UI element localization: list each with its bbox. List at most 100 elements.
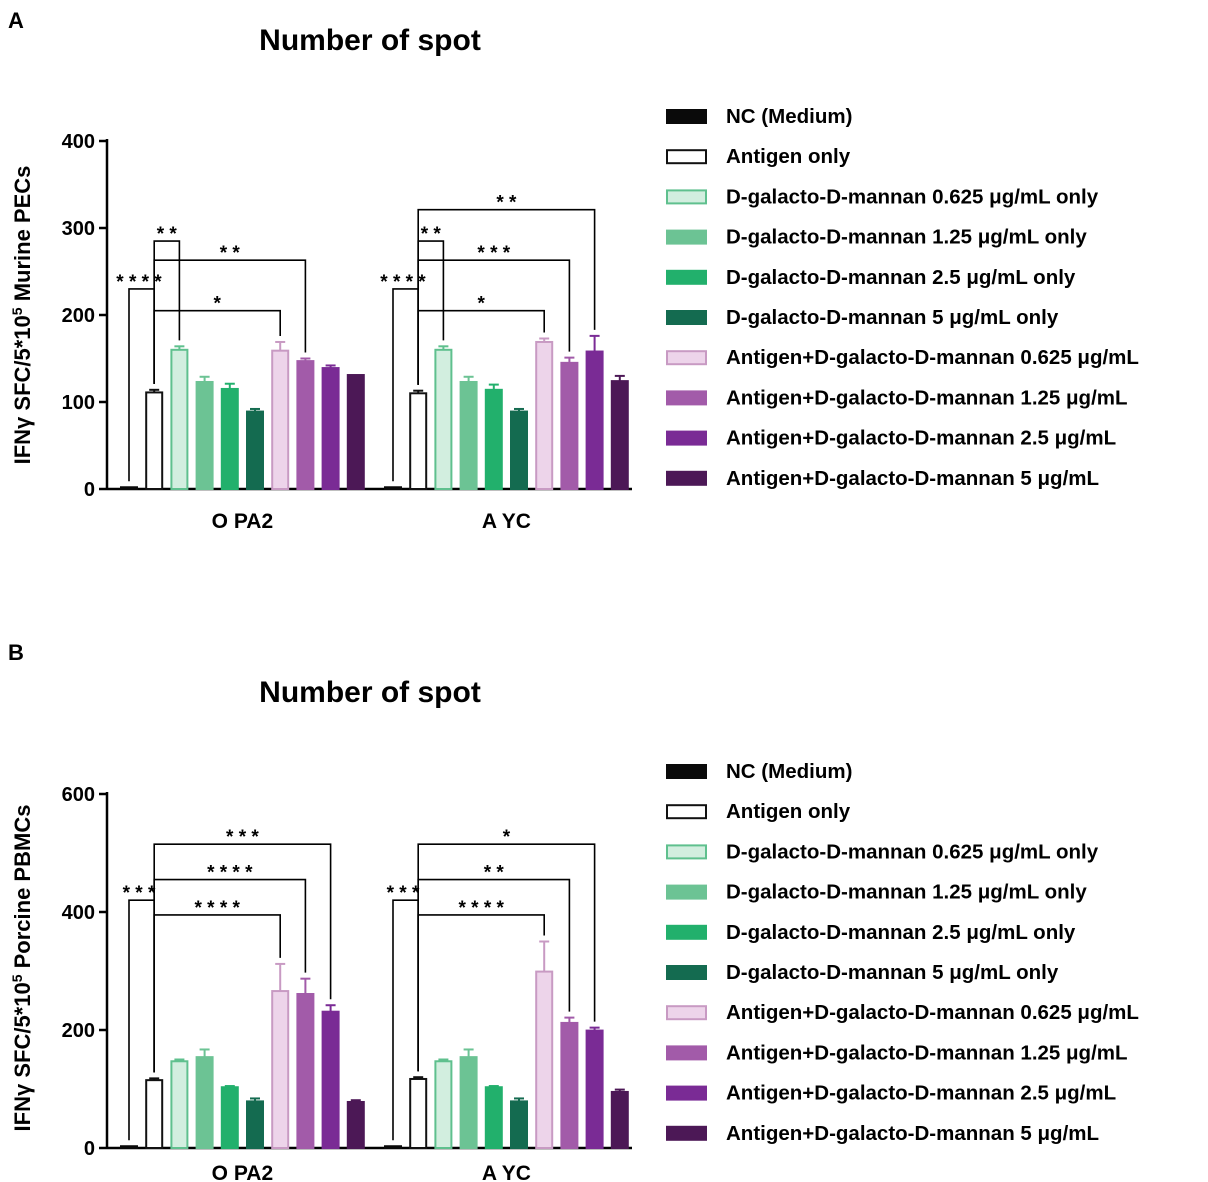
x-category-label: A YC <box>482 1162 531 1182</box>
legend-swatch <box>666 924 707 940</box>
bar <box>170 1060 189 1150</box>
legend-label: D-galacto-D-mannan 0.625 μg/mL only <box>726 185 1099 208</box>
significance-label: * <box>477 294 485 315</box>
legend-swatch <box>666 470 707 486</box>
bar <box>510 410 528 491</box>
bar <box>321 367 340 491</box>
bar <box>535 340 554 490</box>
bar <box>434 348 453 490</box>
significance-label: * * * <box>123 883 156 904</box>
bar <box>296 993 315 1150</box>
legend-label: NC (Medium) <box>726 760 852 783</box>
bar <box>120 486 138 491</box>
y-tick-label: 400 <box>62 902 95 924</box>
chart-title: Number of spot <box>259 676 481 709</box>
y-tick-label: 400 <box>62 131 95 153</box>
x-category-label: O PA2 <box>212 1162 273 1182</box>
significance-label: * * <box>157 224 178 245</box>
bar <box>585 350 604 491</box>
bar <box>610 1090 629 1149</box>
legend-label: Antigen+D-galacto-D-mannan 2.5 μg/mL <box>726 1082 1116 1105</box>
y-axis-label-suffix: Porcine PBMCs <box>10 805 35 975</box>
y-tick-label: 0 <box>84 1138 95 1160</box>
legend-label: D-galacto-D-mannan 1.25 μg/mL only <box>726 226 1087 249</box>
legend-label: Antigen+D-galacto-D-mannan 1.25 μg/mL <box>726 1041 1128 1064</box>
bar <box>434 1060 453 1150</box>
panel-label: A <box>8 8 24 33</box>
legend-swatch <box>666 269 707 285</box>
bar <box>246 1100 264 1150</box>
y-tick-label: 0 <box>84 479 95 501</box>
y-axis-label-sup: 5 <box>9 307 25 315</box>
legend-swatch <box>666 430 707 446</box>
y-tick-label: 300 <box>62 218 95 240</box>
bar <box>535 970 554 1150</box>
bar <box>610 380 629 490</box>
significance-label: * <box>213 294 221 315</box>
significance-label: * * <box>496 193 517 214</box>
legend-swatch <box>666 844 707 860</box>
y-axis-label-main: IFNγ SFC/5*10 <box>10 982 35 1131</box>
significance-label: * * * * <box>458 898 504 919</box>
y-tick-label: 600 <box>62 784 95 806</box>
y-axis-label: IFNγ SFC/5*105 Porcine PBMCs <box>9 805 35 1132</box>
y-axis-label-main: IFNγ SFC/5*10 <box>10 315 35 464</box>
significance-label: * * <box>421 224 442 245</box>
bar <box>409 392 428 490</box>
bar <box>170 348 189 490</box>
significance-bracket <box>417 843 596 1072</box>
bar <box>120 1145 138 1149</box>
bar <box>271 349 290 491</box>
bar <box>585 1029 604 1149</box>
significance-label: * * * * <box>207 863 253 884</box>
panel-a: A Number of spot IFNγ SFC/5*105 Murine PEC… <box>8 8 1139 533</box>
bar <box>510 1100 528 1150</box>
significance-label: * * * * <box>116 272 162 293</box>
bar <box>271 990 290 1149</box>
y-tick-label: 200 <box>62 305 95 327</box>
bar <box>459 380 478 490</box>
significance-bracket <box>153 914 282 1073</box>
bar <box>145 1079 164 1150</box>
y-axis-label-sup: 5 <box>9 974 25 982</box>
legend-swatch <box>666 1045 707 1061</box>
legend-swatch <box>666 1005 707 1021</box>
legend-label: D-galacto-D-mannan 2.5 μg/mL only <box>726 921 1076 944</box>
legend-label: Antigen+D-galacto-D-mannan 0.625 μg/mL <box>726 346 1139 369</box>
legend-swatch <box>666 1125 707 1141</box>
bar <box>195 380 214 490</box>
bar <box>409 1077 428 1149</box>
panel-b: B Number of spot IFNγ SFC/5*105 Porcine PB… <box>8 640 1139 1182</box>
legend-swatch <box>666 109 707 124</box>
bar <box>560 1021 579 1149</box>
significance-label: * * * <box>226 827 259 848</box>
legend-label: Antigen+D-galacto-D-mannan 5 μg/mL <box>726 467 1099 490</box>
significance-label: * * <box>484 863 505 884</box>
legend-swatch <box>666 149 707 165</box>
legend-label: Antigen+D-galacto-D-mannan 1.25 μg/mL <box>726 386 1128 409</box>
bar <box>145 391 164 490</box>
legend-label: D-galacto-D-mannan 5 μg/mL only <box>726 961 1059 984</box>
y-tick-label: 200 <box>62 1020 95 1042</box>
legend-swatch <box>666 350 707 366</box>
bar <box>384 1145 402 1149</box>
legend-label: Antigen+D-galacto-D-mannan 0.625 μg/mL <box>726 1001 1139 1024</box>
significance-label: * * <box>220 243 241 264</box>
legend-swatch <box>666 764 707 779</box>
x-category-label: O PA2 <box>212 510 273 533</box>
bar <box>296 360 315 490</box>
legend-swatch <box>666 390 707 406</box>
y-axis-label-suffix: Murine PECs <box>10 166 35 308</box>
legend-label: D-galacto-D-mannan 1.25 μg/mL only <box>726 881 1087 904</box>
significance-bracket <box>153 259 307 384</box>
legend-swatch <box>666 965 707 980</box>
legend-swatch <box>666 229 707 245</box>
legend-label: D-galacto-D-mannan 5 μg/mL only <box>726 306 1059 329</box>
bar <box>346 1100 365 1149</box>
legend-label: D-galacto-D-mannan 2.5 μg/mL only <box>726 266 1076 289</box>
bar <box>321 1010 340 1150</box>
significance-bracket <box>417 208 596 385</box>
bar <box>246 410 264 491</box>
legend-label: D-galacto-D-mannan 0.625 μg/mL only <box>726 840 1099 863</box>
